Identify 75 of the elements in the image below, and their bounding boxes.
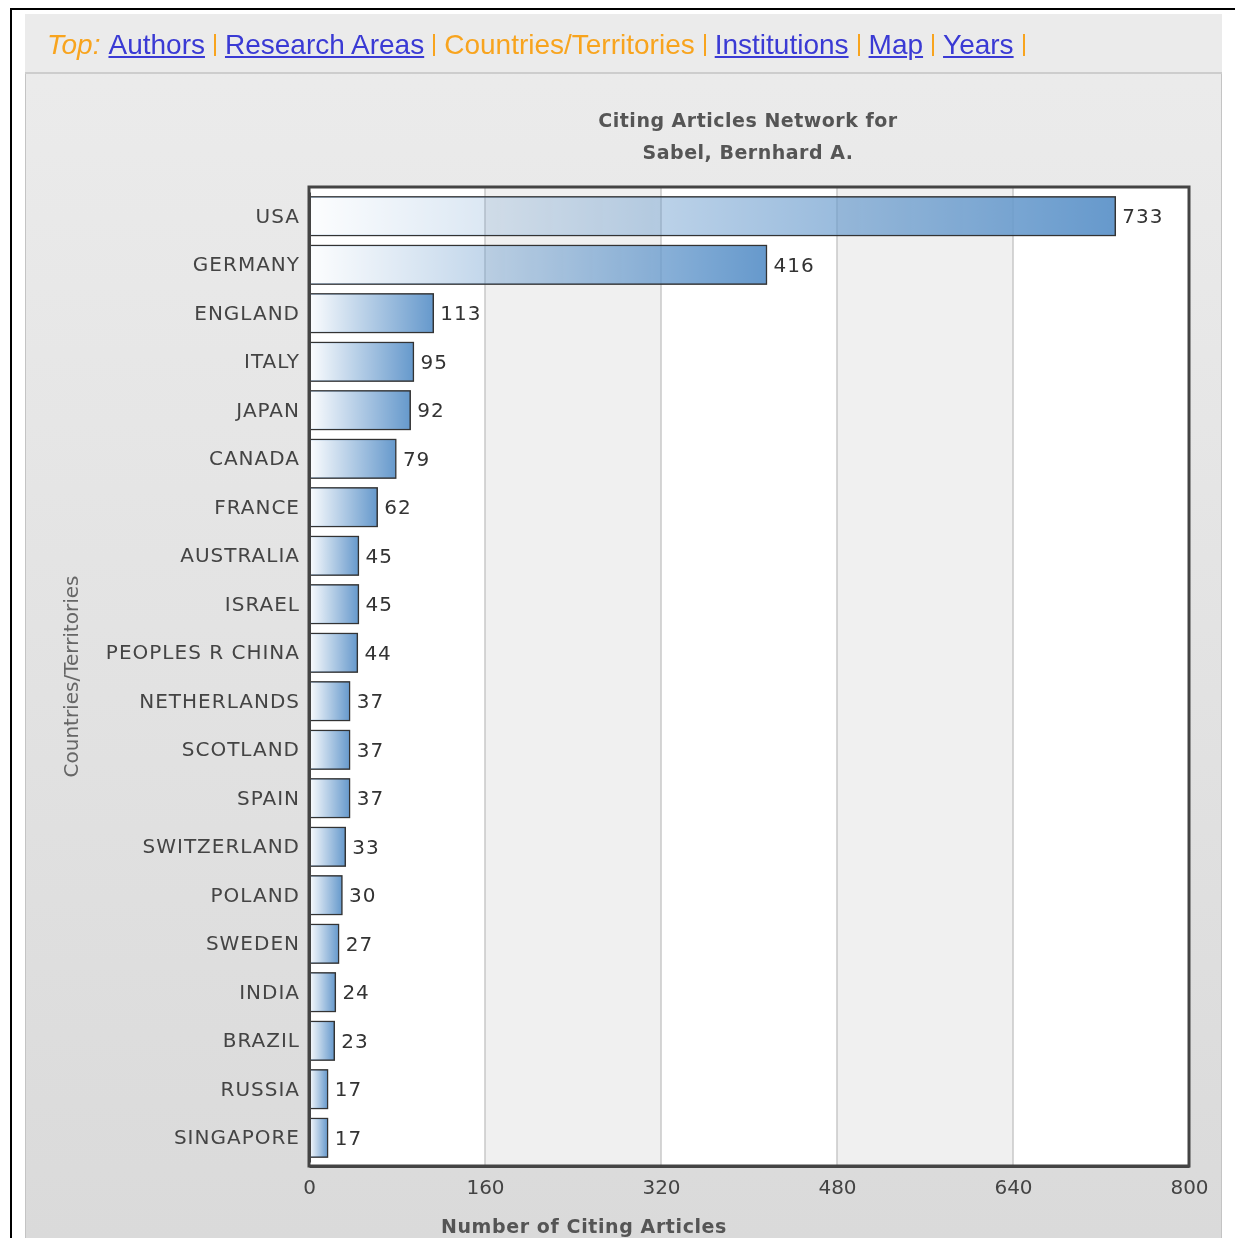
bar <box>308 341 415 382</box>
data-label: 45 <box>365 592 393 617</box>
y-tick-label: POLAND <box>210 882 300 907</box>
bar <box>308 826 347 867</box>
y-tick-label: RUSSIA <box>220 1076 300 1101</box>
y-tick-label: SPAIN <box>236 785 300 810</box>
text: Map <box>868 29 924 61</box>
bar <box>308 487 378 528</box>
data-label: 37 <box>356 689 385 714</box>
data-label: 37 <box>356 786 385 811</box>
bar <box>308 293 435 334</box>
data-label: 17 <box>334 1077 363 1102</box>
x-tick-label: 160 <box>466 1175 505 1200</box>
data-label: 92 <box>417 398 445 423</box>
bar <box>308 390 411 431</box>
bar <box>308 632 359 673</box>
y-tick-label: USA <box>255 203 300 228</box>
x-tick-label: 800 <box>1170 1175 1209 1200</box>
data-label: 30 <box>349 883 377 908</box>
y-tick-label: NETHERLANDS <box>139 688 300 713</box>
x-tick-label: 640 <box>994 1175 1033 1200</box>
bar <box>308 535 360 576</box>
bar <box>308 196 1117 237</box>
x-axis-title: Number of Citing Articles <box>440 1215 728 1237</box>
data-label: 44 <box>364 640 392 665</box>
bar <box>308 244 768 285</box>
chart-subtitle: Sabel, Bernhard A. <box>642 141 854 163</box>
data-label: 17 <box>334 1125 363 1150</box>
bar <box>308 778 351 819</box>
data-label: 733 <box>1122 204 1164 229</box>
data-label: 95 <box>420 349 448 374</box>
y-tick-label: ISRAEL <box>224 591 300 616</box>
text: Research Areas <box>224 29 425 61</box>
text: Authors <box>108 29 205 61</box>
y-axis-title: Countries/Territories <box>59 575 83 778</box>
bar <box>308 584 360 625</box>
data-label: 24 <box>342 980 370 1005</box>
y-tick-label: ENGLAND <box>194 300 300 325</box>
bar <box>308 972 337 1013</box>
y-tick-label: ITALY <box>244 349 300 374</box>
data-label: 79 <box>402 446 431 471</box>
data-label: 113 <box>440 301 482 326</box>
y-tick-label: GERMANY <box>192 252 300 277</box>
data-label: 33 <box>352 834 380 859</box>
y-tick-label: CANADA <box>208 446 300 471</box>
bar <box>308 875 343 916</box>
y-tick-label: JAPAN <box>234 397 300 422</box>
y-tick-label: PEOPLES R CHINA <box>105 640 300 665</box>
text: Institutions <box>714 29 849 61</box>
bar <box>308 729 351 770</box>
y-tick-label: SWITZERLAND <box>142 834 300 859</box>
y-tick-label: AUSTRALIA <box>180 543 300 568</box>
bar <box>308 438 397 479</box>
x-tick-label: 0 <box>303 1175 316 1200</box>
data-label: 27 <box>345 931 374 956</box>
bar <box>308 681 351 722</box>
data-label: 45 <box>365 543 393 568</box>
x-tick-label: 320 <box>642 1175 681 1200</box>
text: Countries/Territories <box>444 29 695 61</box>
y-tick-label: INDIA <box>239 979 300 1004</box>
y-tick-label: SWEDEN <box>205 931 300 956</box>
bar <box>308 1020 336 1061</box>
data-label: 416 <box>773 252 815 277</box>
y-tick-label: FRANCE <box>214 494 300 519</box>
chart-title: Citing Articles Network for <box>598 109 898 131</box>
data-label: 62 <box>384 495 412 520</box>
data-label: 23 <box>341 1028 369 1053</box>
data-label: 37 <box>356 737 385 762</box>
text: Top: <box>47 29 101 61</box>
text: Years <box>943 29 1014 61</box>
x-tick-label: 480 <box>818 1175 857 1200</box>
bar <box>308 923 340 964</box>
y-tick-label: SCOTLAND <box>181 737 300 762</box>
y-tick-label: SINGAPORE <box>173 1125 300 1150</box>
y-tick-label: BRAZIL <box>222 1028 300 1053</box>
